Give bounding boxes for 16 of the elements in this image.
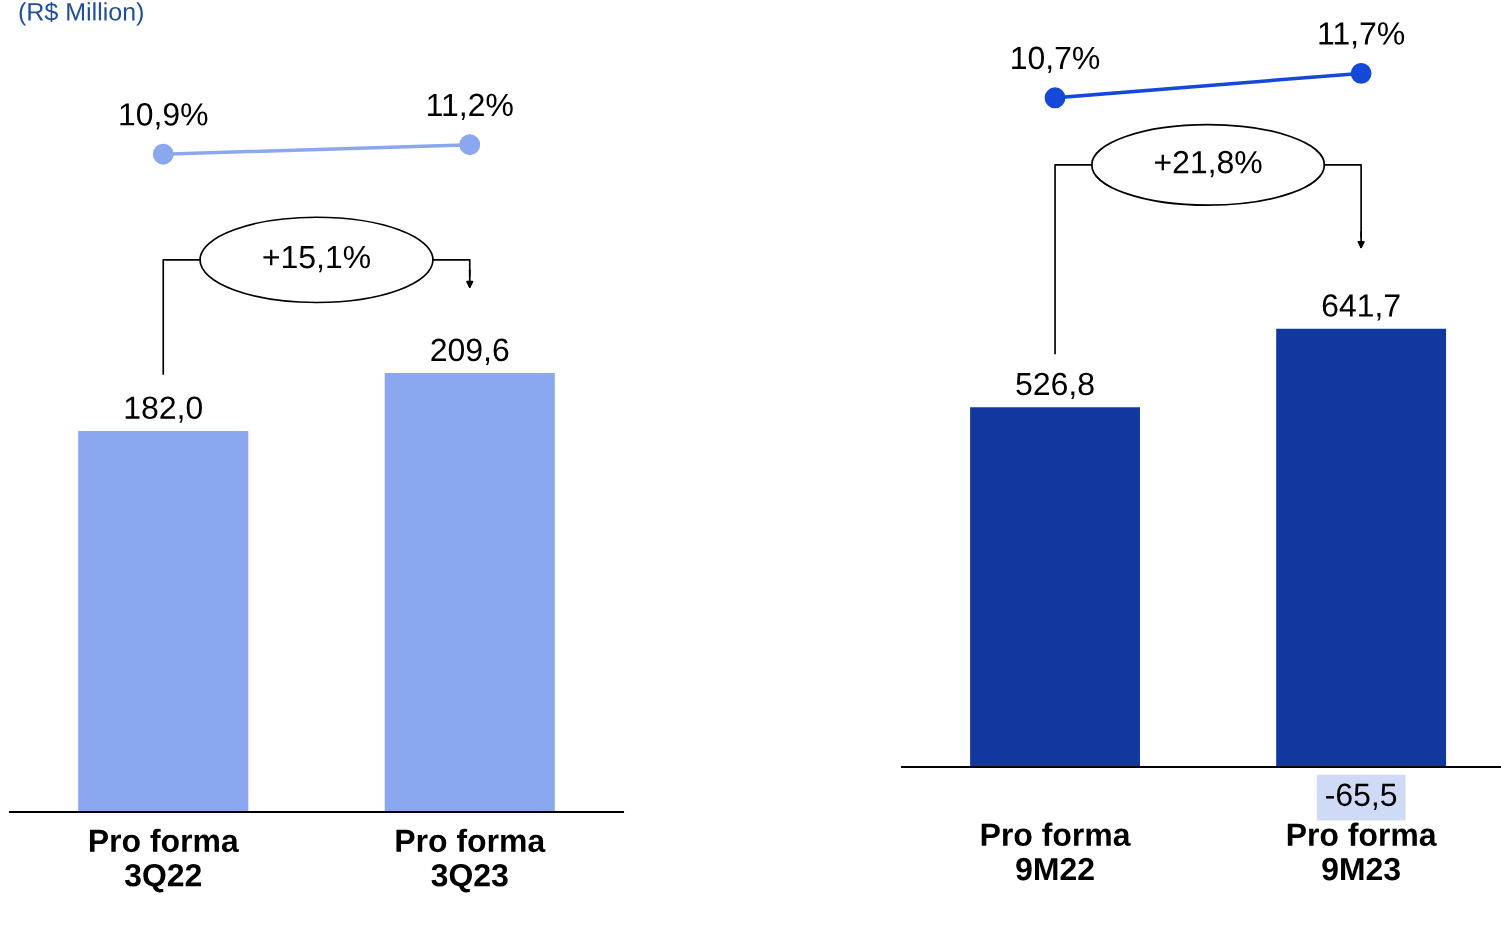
data-label: 10,7%	[1012, 46, 1100, 74]
data-label: 182,0	[125, 396, 202, 423]
text: -65,5	[1326, 783, 1397, 810]
data-label: 209,6	[431, 338, 509, 365]
data-label: 526,8	[1016, 372, 1094, 400]
text: +21,8%	[1155, 150, 1262, 178]
x-tick-label: Pro forma 9M23	[1287, 822, 1437, 881]
data-label: 641,7	[1322, 294, 1400, 321]
data-label: 11,2%	[428, 93, 513, 120]
data-label: 10,9%	[120, 103, 208, 130]
x-tick-label: Pro forma 3Q22	[89, 828, 239, 893]
chart-title: (R$ Million)	[19, 1, 143, 26]
x-tick-label: Pro forma 9M22	[981, 822, 1131, 881]
x-tick-label: Pro forma 3Q23	[396, 828, 546, 893]
text: +15,1%	[263, 245, 370, 273]
data-label: 11,7%	[1319, 22, 1405, 49]
